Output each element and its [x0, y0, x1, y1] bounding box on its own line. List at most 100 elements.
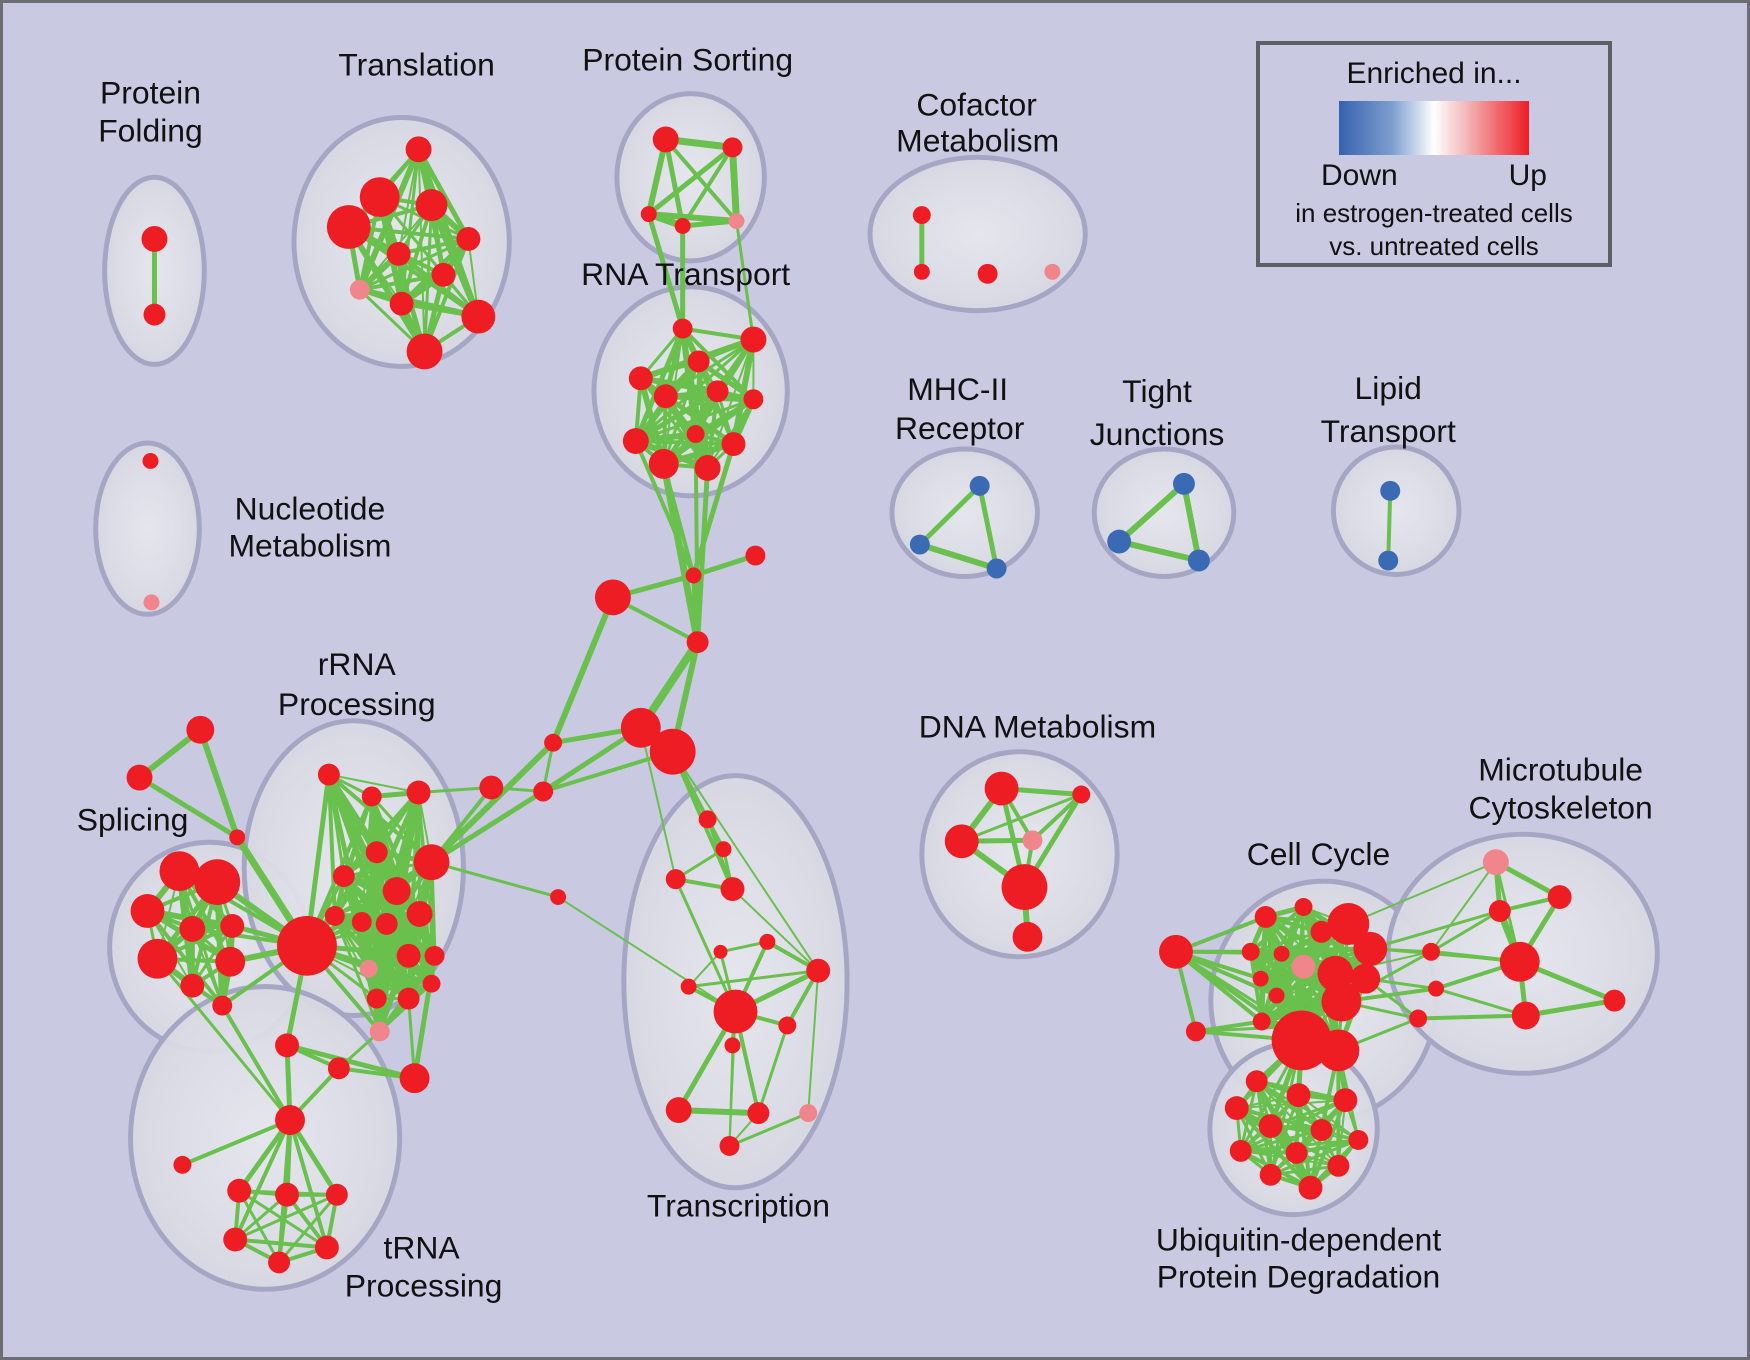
node-ub-1 — [1286, 1083, 1311, 1108]
edge — [1416, 1013, 1528, 1021]
node-tl-7 — [349, 279, 370, 300]
node-rt-3 — [628, 366, 653, 391]
legend-box: Enriched in... Down Up in estrogen-treat… — [1256, 41, 1612, 267]
cluster-label-mt-1: Cytoskeleton — [1469, 789, 1653, 825]
node-rr-3 — [406, 780, 431, 805]
edge — [1248, 905, 1306, 954]
node-sp-0 — [159, 851, 200, 892]
edge — [719, 940, 769, 954]
node-tn-0 — [275, 1033, 299, 1058]
node-cc-15 — [1252, 1012, 1271, 1031]
edge — [1386, 488, 1393, 563]
node-tn-7 — [325, 1183, 348, 1206]
edge — [190, 924, 234, 988]
edge — [1239, 1128, 1323, 1153]
node-sp-2 — [130, 894, 165, 928]
legend-caption-line2: vs. untreated cells — [1329, 231, 1539, 261]
edge — [327, 773, 420, 794]
edge — [1369, 947, 1521, 963]
cluster-label-ub-1: Protein Degradation — [1157, 1258, 1441, 1294]
node-pf-1 — [143, 303, 166, 326]
node-tn-1 — [327, 1057, 350, 1080]
cluster-label-tx-0: Transcription — [647, 1188, 830, 1224]
node-ub-8 — [1285, 1141, 1308, 1164]
node-mt-3 — [1499, 941, 1540, 982]
node-ub-10 — [1259, 1163, 1282, 1186]
node-ps-0 — [652, 126, 679, 153]
cluster-label-tj-1: Junctions — [1090, 416, 1225, 452]
node-ub-11 — [1298, 1175, 1323, 1200]
edge — [550, 594, 616, 746]
edge — [661, 396, 756, 467]
node-ps-3 — [674, 218, 691, 234]
edge — [645, 211, 740, 225]
node-dn-4 — [1001, 864, 1048, 910]
node-rt-8 — [721, 432, 746, 456]
edge — [960, 792, 1083, 843]
node-nm-0 — [142, 453, 159, 469]
edge — [197, 726, 241, 841]
node-cf-3 — [1044, 263, 1061, 280]
node-tx-6 — [806, 958, 831, 983]
node-rr-11 — [375, 912, 398, 935]
cluster-label-mh-1: Receptor — [895, 410, 1025, 446]
node-dn-5 — [1012, 921, 1043, 952]
node-cc-13 — [1268, 987, 1285, 1004]
nodes — [126, 126, 1626, 1274]
cluster-label-nm-0: Nucleotide — [235, 491, 386, 527]
node-rr-16 — [397, 987, 420, 1010]
node-cc-2 — [1254, 905, 1277, 928]
edge — [675, 1107, 762, 1117]
cluster-label-dn-0: DNA Metabolism — [919, 709, 1156, 745]
node-lt-0 — [1380, 480, 1401, 501]
edge — [916, 541, 1000, 572]
edge — [663, 136, 686, 229]
node-cc-9 — [1291, 954, 1316, 979]
cluster-ellipse-nm — [93, 440, 202, 617]
edge — [674, 877, 737, 1014]
node-rt-5 — [706, 380, 729, 403]
node-rr-8 — [406, 901, 433, 927]
node-ub-3 — [1224, 1096, 1249, 1121]
node-tl-10 — [406, 333, 443, 370]
edge — [341, 790, 422, 879]
node-cc-8 — [1273, 945, 1290, 962]
node-rr-0 — [277, 915, 337, 976]
node-tx-14 — [719, 1135, 740, 1156]
node-rt-2 — [687, 350, 710, 373]
edge — [634, 397, 755, 443]
node-tn-8 — [223, 1227, 248, 1252]
node-dn-1 — [1072, 785, 1091, 804]
edge — [326, 772, 337, 918]
node-sp-5 — [137, 938, 178, 979]
node-rt-7 — [686, 425, 705, 444]
node-mt-4 — [1511, 1001, 1540, 1030]
node-mt-0 — [1482, 849, 1509, 876]
node-nm-1 — [143, 594, 160, 611]
edge — [428, 739, 557, 866]
edge — [367, 967, 434, 986]
cluster-ellipse-cf — [867, 154, 1088, 314]
node-tx-3 — [720, 877, 745, 902]
edge — [696, 358, 756, 402]
node-tl-0 — [405, 136, 432, 163]
node-rr-4 — [365, 841, 388, 864]
edge — [277, 1193, 339, 1264]
node-rr-15 — [366, 988, 387, 1009]
node-ps-2 — [640, 206, 657, 223]
edge — [728, 1010, 737, 1147]
node-tl-4 — [456, 227, 481, 251]
legend-down-label: Down — [1321, 159, 1398, 192]
node-ch-9 — [550, 889, 567, 906]
node-tx-13 — [799, 1104, 818, 1123]
node-tn-3 — [275, 1105, 305, 1135]
node-tx-11 — [665, 1097, 692, 1124]
edge — [357, 272, 446, 292]
edge — [977, 483, 1000, 571]
node-dn-0 — [984, 771, 1019, 806]
edge — [1430, 861, 1497, 953]
edge — [671, 750, 820, 972]
